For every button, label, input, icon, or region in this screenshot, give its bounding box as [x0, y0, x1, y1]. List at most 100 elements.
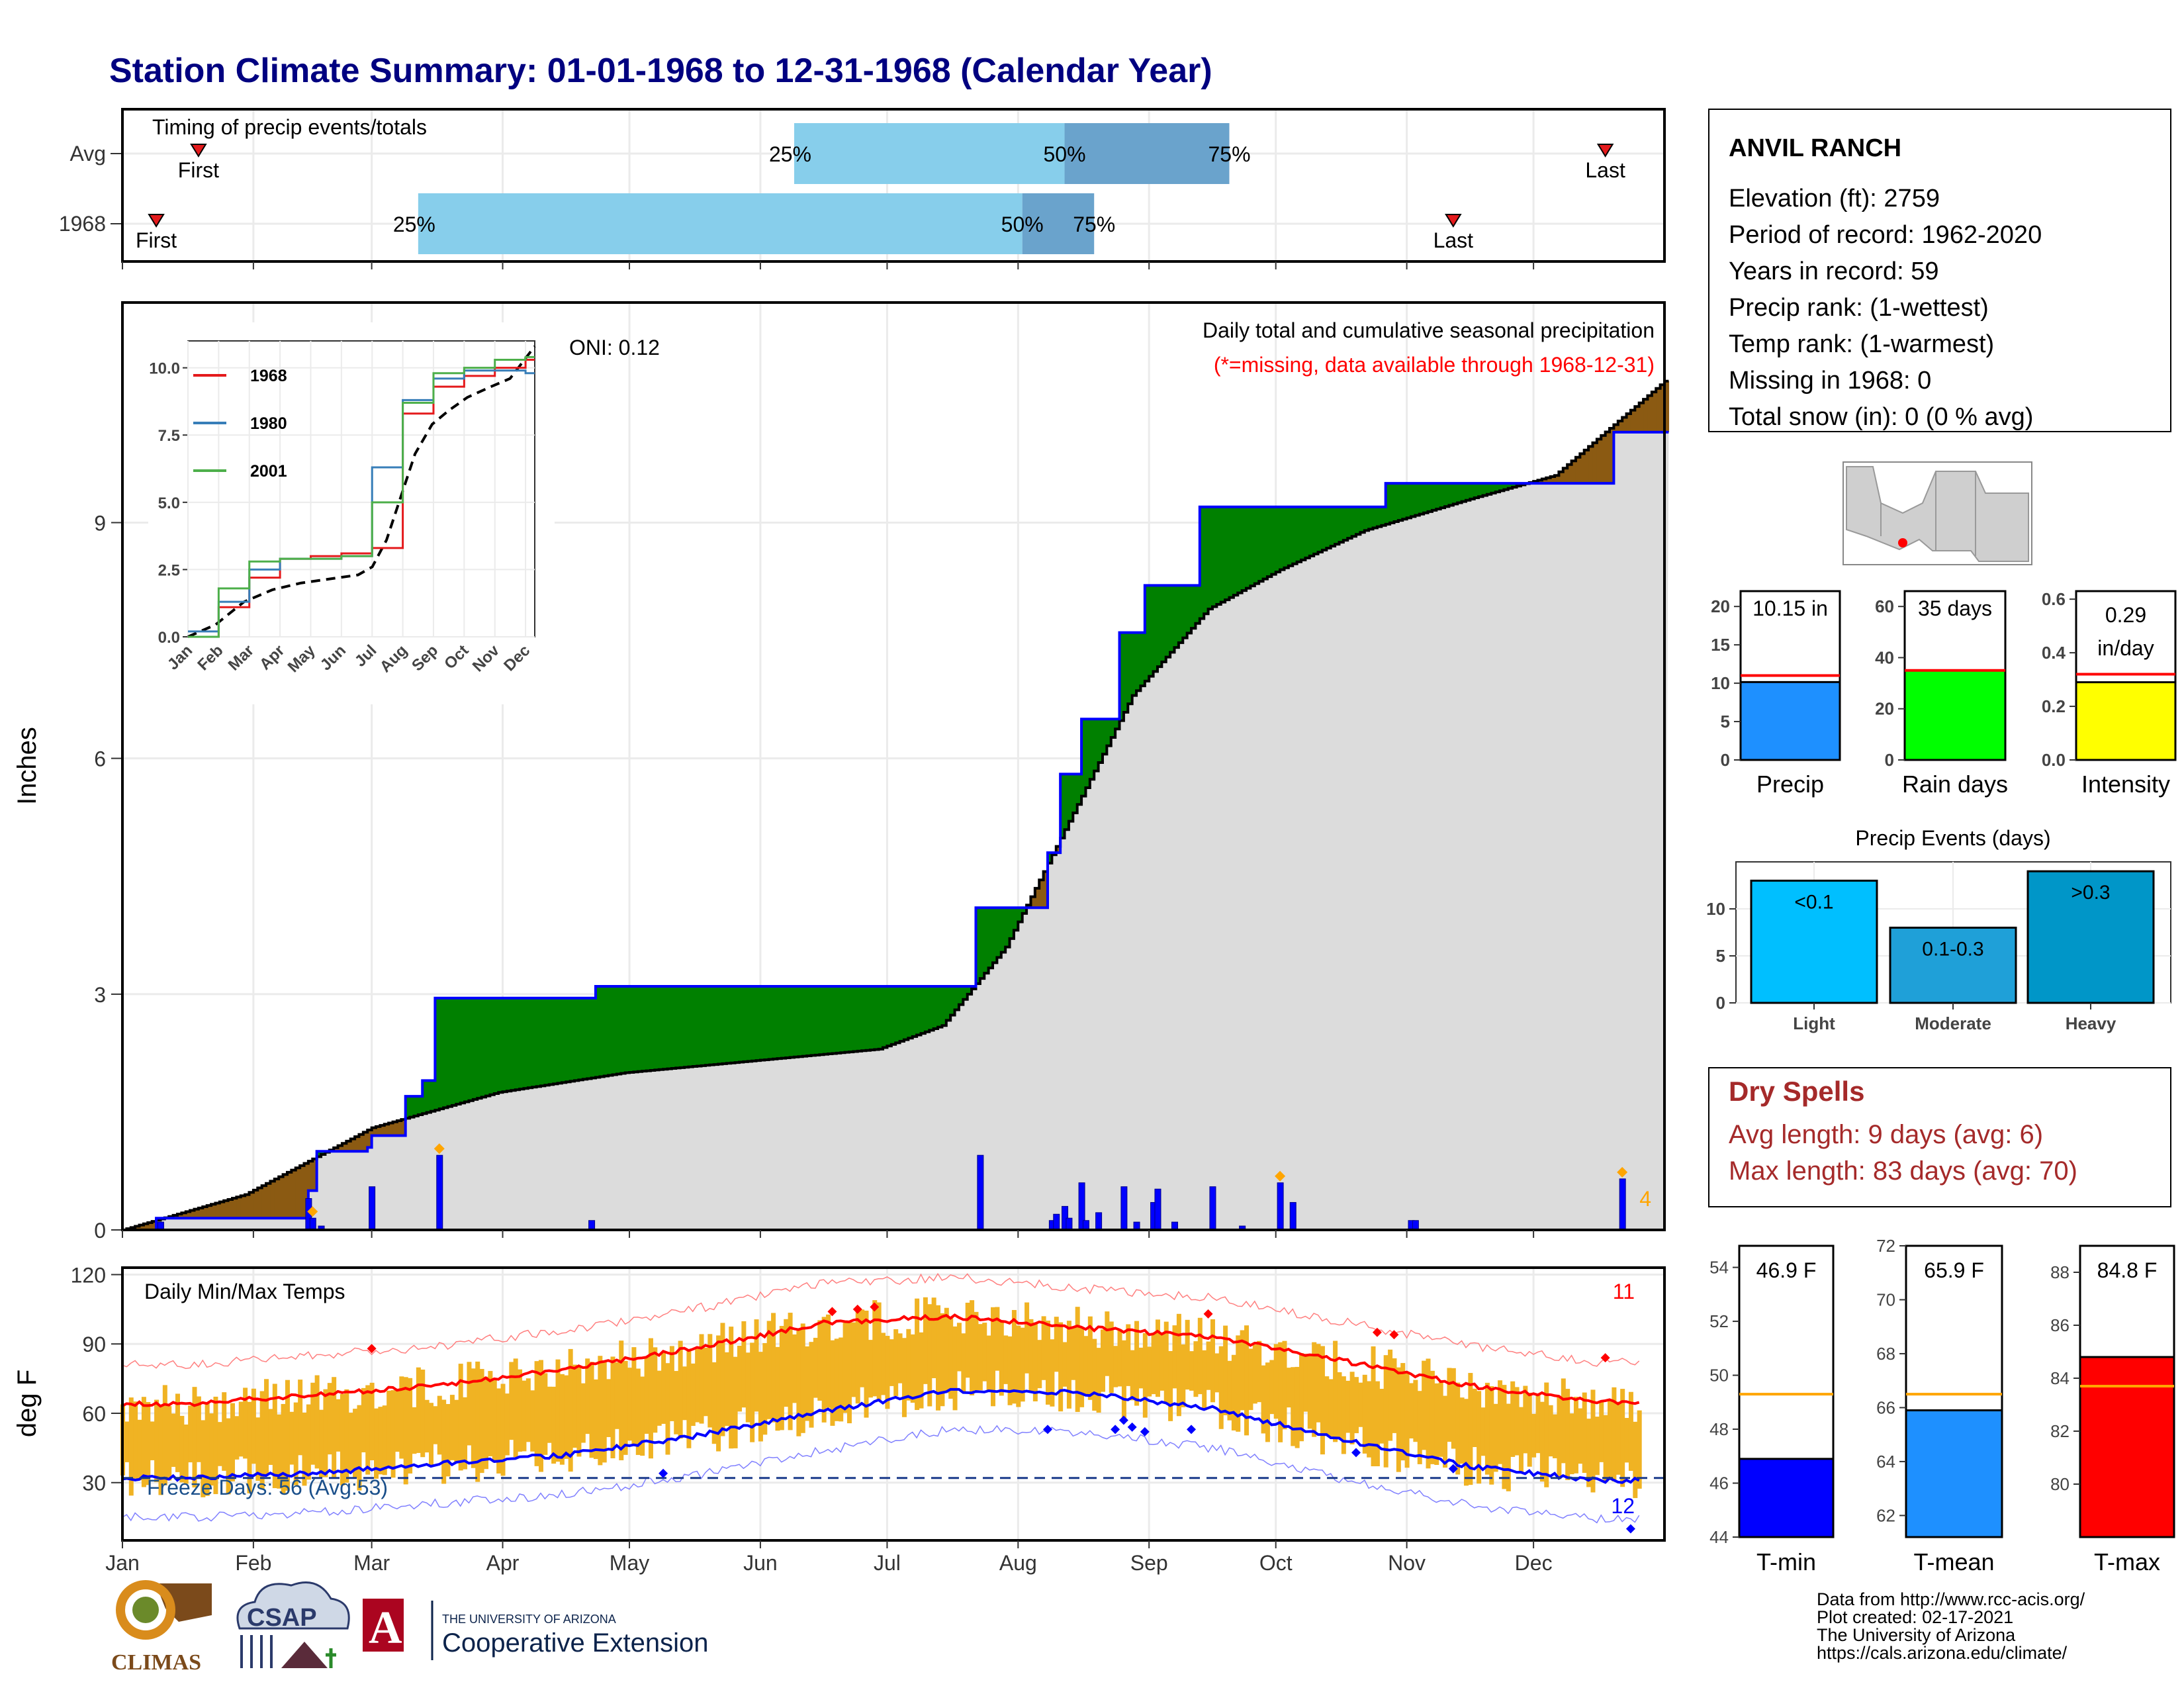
- extreme-marker: [1275, 1170, 1286, 1182]
- daily-temp-bar: [635, 1368, 641, 1455]
- y-tick-label: 0: [1885, 750, 1894, 770]
- y-tick-label: 72: [1876, 1236, 1895, 1256]
- deficit-area: [206, 1205, 212, 1219]
- daily-temp-bar: [762, 1342, 768, 1435]
- event-category: Moderate: [1915, 1013, 1991, 1033]
- surplus-area: [1330, 506, 1336, 547]
- surplus-area: [811, 986, 816, 1056]
- deficit-area: [1563, 468, 1568, 484]
- daily-temp-bar: [1337, 1372, 1342, 1439]
- deficit-area: [1546, 477, 1551, 484]
- daily-temp-bar: [188, 1405, 193, 1463]
- timing-frame: [121, 108, 1666, 263]
- surplus-area: [506, 998, 512, 1092]
- daily-temp-bar: [1480, 1407, 1486, 1456]
- y-tick-label: 0: [94, 1219, 106, 1243]
- surplus-area: [1174, 585, 1179, 648]
- surplus-area: [883, 986, 888, 1048]
- daily-temp-bar: [1236, 1335, 1241, 1432]
- surplus-area: [844, 986, 850, 1053]
- surplus-area: [1013, 908, 1019, 931]
- tmean-label: T-mean: [1913, 1548, 1994, 1575]
- surplus-area: [642, 986, 647, 1072]
- daily-temp-bar: [1189, 1351, 1195, 1391]
- daily-temp-bar: [167, 1406, 172, 1481]
- surplus-area: [1107, 719, 1112, 746]
- month-label: Feb: [235, 1551, 271, 1575]
- month-label: Sep: [1130, 1551, 1168, 1575]
- y-tick-label: 40: [1875, 647, 1894, 667]
- daily-temp-bar: [1062, 1342, 1068, 1387]
- surplus-area: [1195, 585, 1201, 624]
- daily-precip-bar: [1154, 1188, 1161, 1231]
- deficit-area: [1596, 439, 1602, 484]
- daily-temp-bar: [525, 1378, 531, 1442]
- surplus-area: [570, 998, 575, 1082]
- surplus-area: [1432, 483, 1437, 510]
- surplus-area: [938, 986, 943, 1027]
- daily-temp-bar: [1468, 1373, 1473, 1485]
- y-tick-label: 3: [94, 983, 106, 1007]
- daily-precip-bar: [1209, 1186, 1216, 1231]
- deficit-area: [194, 1209, 199, 1219]
- deficit-area: [388, 1123, 394, 1136]
- daily-temp-bar: [1138, 1347, 1144, 1389]
- daily-temp-bar: [1408, 1383, 1414, 1438]
- deficit-area: [392, 1121, 398, 1136]
- daily-temp-bar: [205, 1403, 210, 1496]
- surplus-area: [680, 986, 685, 1068]
- daily-temp-bar: [1624, 1418, 1629, 1463]
- daily-temp-bar: [881, 1333, 886, 1395]
- deficit-area: [135, 1226, 140, 1230]
- quartile-bar-lower: [794, 123, 1065, 184]
- surplus-area: [511, 998, 516, 1091]
- station-info-box: ANVIL RANCH Elevation (ft): 2759 Period …: [1708, 109, 2171, 432]
- daily-temp-bar: [1367, 1381, 1372, 1458]
- daily-temp-bar: [1316, 1344, 1321, 1423]
- surplus-area: [321, 1151, 326, 1155]
- surplus-area: [1428, 483, 1433, 512]
- intensity-value-label: 0.29: [2105, 603, 2146, 627]
- record-high-line: [122, 1272, 1640, 1370]
- cold-count: 12: [1611, 1494, 1635, 1518]
- deficit-area: [355, 1137, 360, 1152]
- daily-temp-bar: [471, 1368, 476, 1468]
- surplus-area: [587, 998, 592, 1079]
- surplus-area: [1465, 483, 1471, 500]
- daily-temp-bar: [1160, 1334, 1165, 1391]
- daily-temp-bar: [128, 1397, 134, 1496]
- surplus-area: [473, 998, 478, 1100]
- deficit-area: [334, 1147, 339, 1152]
- deficit-area: [279, 1176, 284, 1219]
- deficit-area: [257, 1188, 263, 1219]
- daily-temp-bar: [1286, 1368, 1291, 1408]
- daily-temp-bar: [1109, 1321, 1114, 1393]
- daily-temp-bar: [555, 1359, 561, 1462]
- credit-line: Data from http://www.rcc-acis.org/: [1817, 1589, 2085, 1609]
- daily-temp-bar: [1312, 1342, 1317, 1437]
- daily-temp-bar: [1358, 1382, 1363, 1427]
- daily-temp-bar: [1451, 1368, 1456, 1449]
- daily-temp-bar: [627, 1368, 633, 1441]
- surplus-area: [912, 986, 917, 1037]
- daily-temp-bar: [217, 1422, 222, 1466]
- daily-temp-bar: [475, 1361, 480, 1482]
- dry-spells-max: Max length: 83 days (avg: 70): [1729, 1156, 2077, 1186]
- daily-temp-bar: [564, 1375, 569, 1459]
- daily-temp-bar: [936, 1305, 941, 1411]
- surplus-area: [1339, 506, 1344, 543]
- daily-temp-bar: [314, 1375, 320, 1469]
- record-low-line: [122, 1425, 1640, 1524]
- surplus-area: [439, 998, 444, 1109]
- surplus-area: [752, 986, 757, 1061]
- deficit-area: [228, 1199, 233, 1219]
- daily-temp-bar: [919, 1332, 924, 1409]
- daily-temp-bar: [741, 1321, 747, 1408]
- inset-y-tick: 2.5: [158, 561, 180, 579]
- daily-temp-bar: [1172, 1325, 1177, 1389]
- daily-temp-bar: [775, 1346, 780, 1431]
- daily-temp-bar: [1417, 1391, 1422, 1464]
- daily-temp-bar: [1214, 1353, 1220, 1393]
- month-label: May: [610, 1551, 649, 1575]
- daily-temp-bar: [420, 1369, 426, 1458]
